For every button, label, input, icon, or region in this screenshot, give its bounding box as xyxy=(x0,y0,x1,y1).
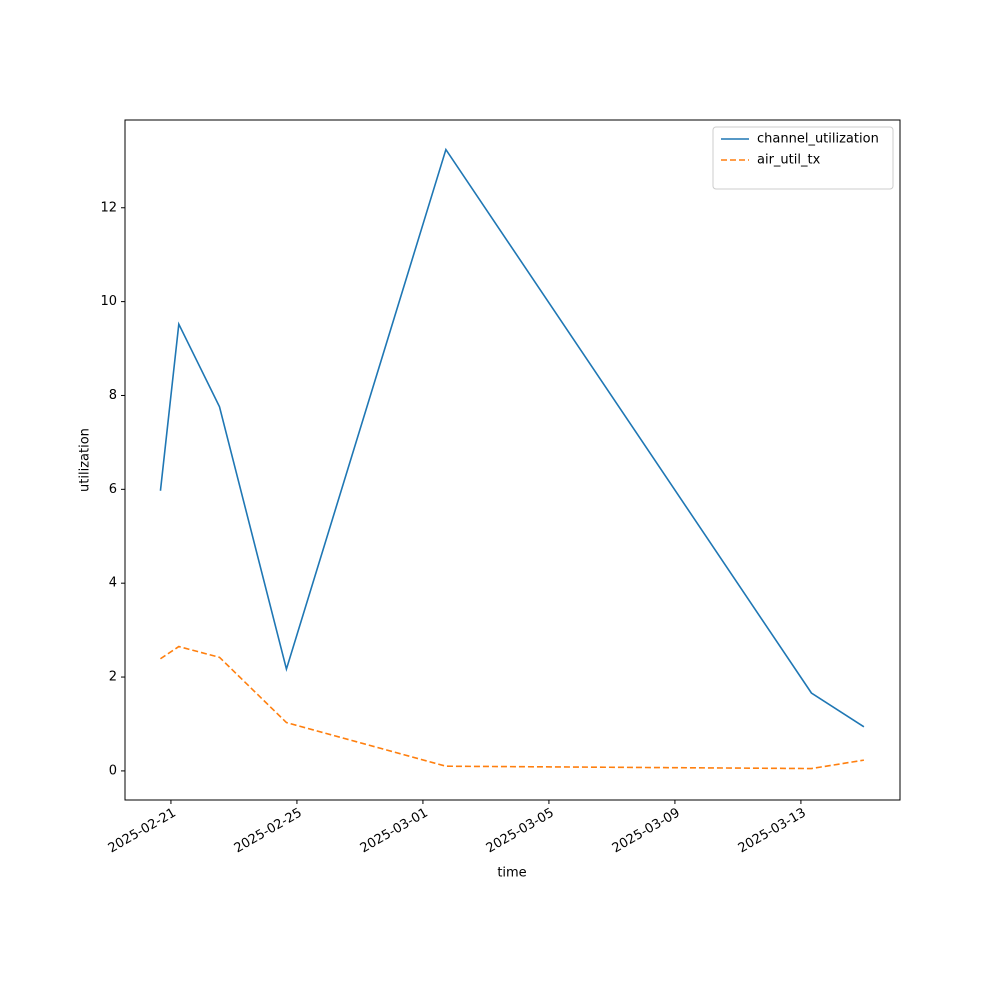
y-tick-label: 10 xyxy=(100,294,117,309)
legend-label: channel_utilization xyxy=(757,132,879,147)
x-tick-label: 2025-02-25 xyxy=(232,806,305,857)
y-tick-label: 2 xyxy=(109,670,117,685)
plot-frame xyxy=(124,119,901,801)
y-tick-label: 0 xyxy=(109,763,117,778)
y-tick-label: 8 xyxy=(109,388,117,403)
x-tick-label: 2025-02-21 xyxy=(106,806,179,857)
series-line xyxy=(159,147,865,728)
x-tick-label: 2025-03-05 xyxy=(484,806,557,857)
legend-label: air_util_tx xyxy=(757,153,821,168)
y-tick-label: 4 xyxy=(109,576,117,591)
series-line xyxy=(159,645,865,770)
x-tick-label: 2025-03-09 xyxy=(610,806,683,857)
x-axis-label: time xyxy=(497,866,526,881)
y-tick-label: 12 xyxy=(100,200,117,215)
y-tick-label: 6 xyxy=(109,482,117,497)
x-tick-label: 2025-03-01 xyxy=(358,806,431,857)
legend-box xyxy=(712,126,894,190)
y-axis-label: utilization xyxy=(78,428,93,492)
x-tick-label: 2025-03-13 xyxy=(736,806,809,857)
